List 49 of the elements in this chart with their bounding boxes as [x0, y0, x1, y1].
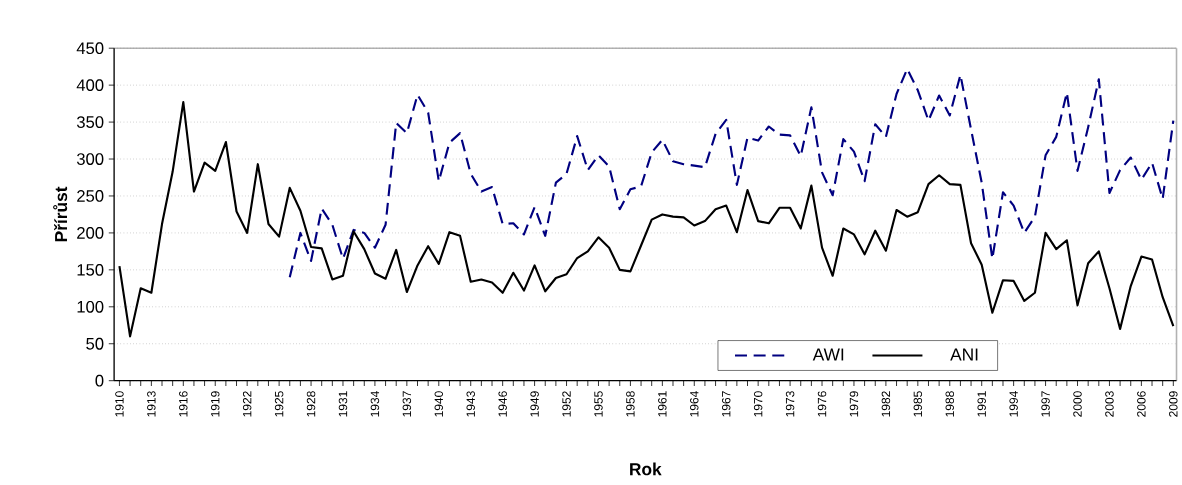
legend-label: AWI [812, 348, 844, 361]
x-tick-label: 1976 [817, 391, 827, 417]
x-axis-title: Rok [630, 462, 662, 476]
x-tick-label: 1931 [338, 391, 348, 417]
y-axis-title: Přírůst [53, 186, 68, 242]
x-tick-label: 1973 [785, 391, 795, 417]
x-tick-label: 1970 [753, 391, 763, 417]
y-tick-label: 350 [76, 116, 104, 129]
x-tick-label: 1925 [274, 391, 284, 417]
x-tick-label: 1949 [530, 391, 539, 417]
x-tick-label: 1913 [147, 391, 156, 417]
x-tick-label: 1985 [913, 391, 923, 417]
x-tick-label: 1928 [306, 391, 316, 417]
x-tick-label: 1982 [881, 391, 891, 417]
x-tick-label: 1997 [1041, 391, 1050, 417]
y-tick-label: 450 [76, 42, 104, 55]
x-tick-label: 1952 [562, 391, 571, 417]
x-tick-label: 2009 [1169, 391, 1178, 417]
y-tick-label: 200 [77, 227, 104, 239]
x-tick-label: 1991 [977, 391, 986, 417]
x-tick-label: 1937 [402, 391, 412, 417]
x-tick-label: 1994 [1009, 391, 1018, 417]
x-tick-label: 1910 [115, 391, 124, 417]
y-tick-label: 400 [76, 79, 104, 92]
x-tick-label: 1964 [690, 391, 699, 417]
x-tick-label: 1988 [945, 391, 955, 417]
y-tick-label: 0 [95, 374, 104, 387]
y-tick-label: 50 [86, 337, 104, 350]
legend-label: ANI [950, 348, 978, 361]
x-tick-label: 1967 [721, 391, 731, 417]
x-tick-label: 1940 [434, 391, 444, 417]
line-series [118, 101, 1175, 338]
y-tick-label: 100 [77, 301, 104, 313]
x-tick-label: 1958 [626, 391, 635, 417]
x-tick-label: 2003 [1105, 391, 1114, 417]
x-tick-label: 1934 [370, 391, 380, 417]
x-tick-label: 1919 [210, 391, 220, 417]
x-tick-label: 2006 [1137, 391, 1146, 417]
x-tick-label: 2000 [1073, 391, 1082, 417]
y-tick-label: 250 [77, 190, 104, 202]
x-tick-label: 1946 [498, 391, 507, 417]
x-tick-label: 1961 [658, 391, 667, 417]
x-tick-label: 1916 [179, 391, 188, 417]
x-tick-label: 1955 [594, 391, 603, 417]
x-tick-label: 1979 [849, 391, 859, 417]
x-tick-label: 1922 [242, 391, 252, 417]
y-tick-label: 150 [77, 264, 104, 276]
y-tick-label: 300 [76, 153, 104, 166]
x-tick-label: 1943 [466, 391, 475, 417]
